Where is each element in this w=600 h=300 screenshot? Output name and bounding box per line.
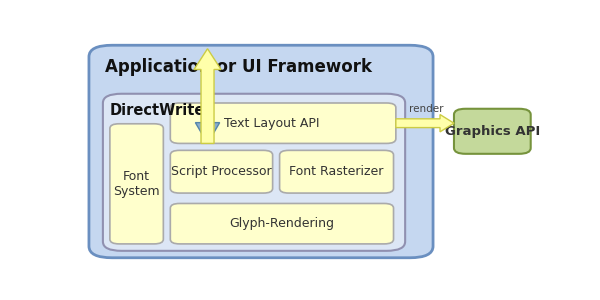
- Text: Graphics API: Graphics API: [445, 125, 540, 138]
- FancyBboxPatch shape: [280, 150, 394, 193]
- Text: Glyph-Rendering: Glyph-Rendering: [229, 217, 334, 230]
- FancyBboxPatch shape: [170, 150, 272, 193]
- FancyBboxPatch shape: [110, 124, 163, 244]
- Polygon shape: [396, 115, 454, 132]
- FancyBboxPatch shape: [103, 94, 405, 251]
- FancyArrow shape: [196, 59, 220, 143]
- FancyBboxPatch shape: [89, 45, 433, 258]
- Text: Script Processor: Script Processor: [171, 165, 272, 178]
- FancyBboxPatch shape: [454, 109, 531, 154]
- Text: Font Rasterizer: Font Rasterizer: [289, 165, 384, 178]
- FancyBboxPatch shape: [170, 203, 394, 244]
- Text: DirectWrite: DirectWrite: [110, 103, 205, 118]
- FancyBboxPatch shape: [170, 103, 396, 143]
- Text: Application or UI Framework: Application or UI Framework: [105, 58, 372, 76]
- Text: render: render: [409, 104, 443, 114]
- Text: Font
System: Font System: [113, 170, 160, 198]
- FancyArrow shape: [194, 49, 221, 143]
- Text: Text Layout API: Text Layout API: [224, 117, 320, 130]
